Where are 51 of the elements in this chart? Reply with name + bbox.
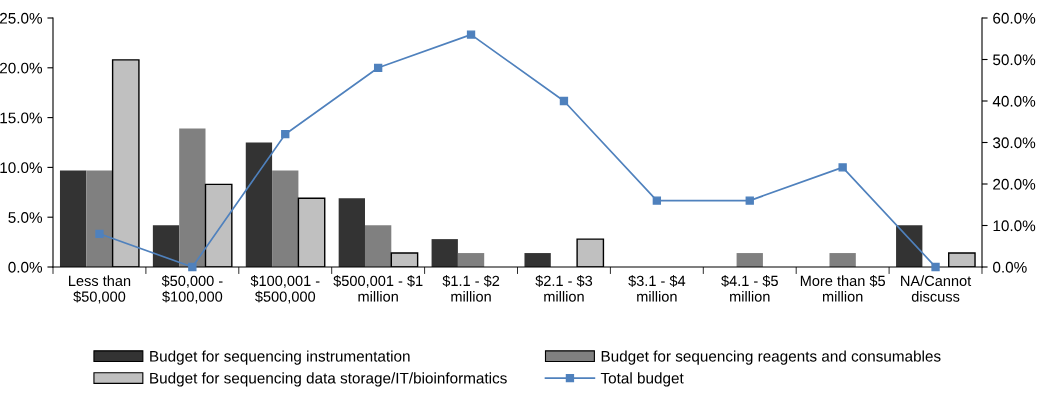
legend-label: Budget for sequencing data storage/IT/bioinformatics (150, 372, 507, 387)
point (373, 63, 383, 72)
x-tick-label: Less than $50,000 (69, 275, 131, 304)
x-tick-label: $50,000 - $100,000 (161, 275, 223, 304)
point (188, 262, 197, 272)
bar (524, 253, 551, 267)
bar (272, 170, 299, 267)
point (95, 229, 104, 238)
x-tick-label: NA/Cannot discuss (901, 275, 972, 302)
x-tick-label: $500,001 - $1 million (333, 275, 423, 302)
y-tick-label: 15.0% (0, 112, 43, 124)
bar (896, 225, 923, 267)
x-tick-label: $1.1 - $2 million (442, 275, 500, 302)
bar (364, 225, 392, 267)
bar (179, 128, 206, 267)
bar (245, 142, 273, 267)
y2-tick-label: 50.0% (993, 54, 1036, 66)
bar (431, 239, 458, 267)
y2-tick-label: 40.0% (992, 95, 1036, 107)
y2-tick-label: 0.0% (993, 261, 1027, 273)
y-tick-label: 25.0% (0, 12, 43, 24)
bar (457, 253, 485, 267)
point (466, 30, 476, 39)
y-tick-label: 0.0% (8, 261, 43, 273)
bar (338, 198, 365, 267)
legend-label: Budget for sequencing reagents and consumables (601, 350, 941, 365)
x-tick-label: $3.1 - $4 million (628, 275, 686, 302)
bar (736, 253, 763, 267)
y2-tick-label: 30.0% (993, 137, 1036, 149)
bar (59, 170, 87, 267)
y2-tick-label: 20.0% (993, 178, 1036, 190)
bar (829, 253, 856, 267)
x-tick-label: $2.1 - $3 million (535, 275, 593, 302)
point (931, 262, 940, 272)
x-tick-label: $4.1 - $5 million (721, 275, 778, 302)
legend-label: Total budget (600, 372, 684, 387)
x-tick-label: $100,001 - $500,000 (250, 275, 320, 304)
y2-tick-label: 60.0% (993, 12, 1036, 24)
legend-label: Budget for sequencing instrumentation (150, 350, 410, 365)
point (559, 96, 569, 106)
y-tick-label: 5.0% (8, 212, 43, 223)
x-tick-label: More than $5 million (800, 275, 886, 302)
point (281, 130, 290, 139)
bar (152, 225, 180, 267)
point (652, 196, 662, 205)
y-tick-label: 20.0% (0, 62, 43, 74)
point (745, 196, 754, 205)
bar (86, 170, 113, 267)
point (838, 163, 847, 172)
y-tick-label: 10.0% (0, 162, 43, 174)
y2-tick-label: 10.0% (993, 220, 1036, 232)
